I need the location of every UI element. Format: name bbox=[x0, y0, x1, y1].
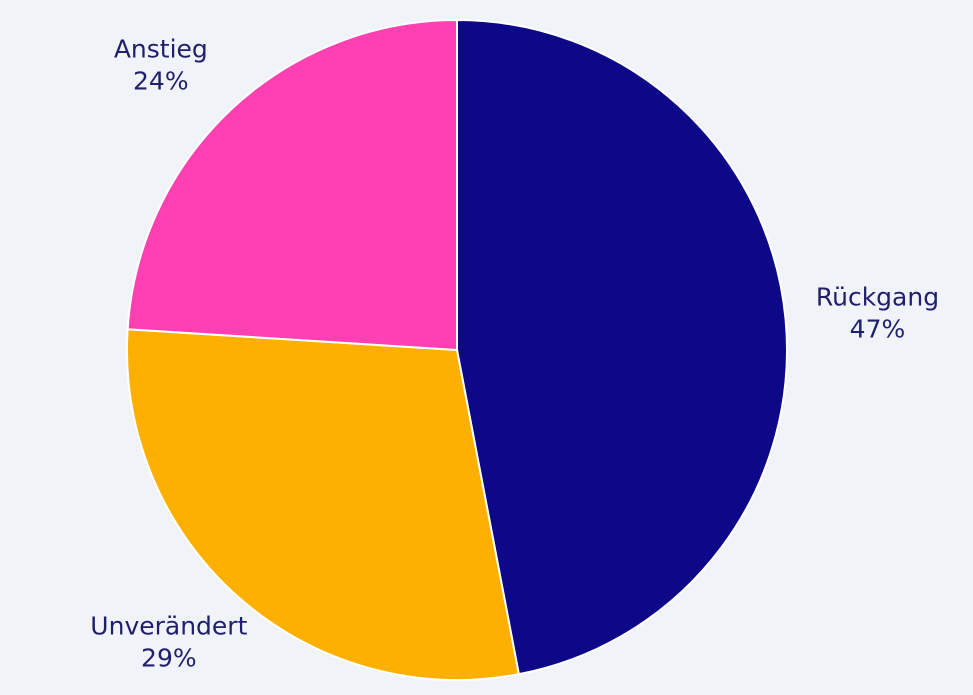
slice-value-label: 47% bbox=[850, 314, 906, 343]
slice-value-label: 24% bbox=[133, 67, 189, 96]
slice-label: Rückgang bbox=[816, 282, 939, 311]
pie-slice bbox=[456, 18, 788, 676]
pie-slice bbox=[126, 328, 521, 681]
slice-label: Anstieg bbox=[114, 35, 208, 64]
slice-value-label: 29% bbox=[141, 644, 197, 673]
pie-slice bbox=[126, 18, 458, 352]
slice-label: Unverändert bbox=[90, 612, 247, 641]
